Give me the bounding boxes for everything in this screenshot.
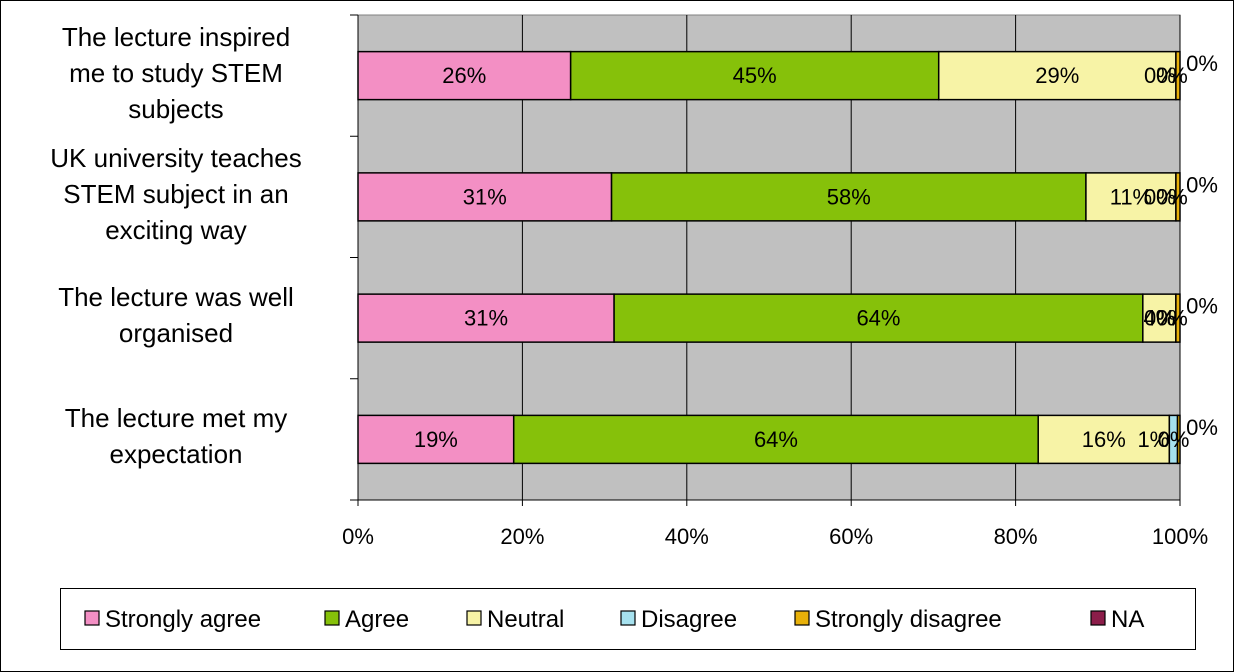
data-label: 0% [1156,184,1188,209]
bar-segment [569,50,940,101]
category-label: The lecture met my expectation [12,400,340,472]
data-label: 31% [464,306,508,331]
bar-segment [937,50,1177,101]
data-label: 0% [1186,51,1218,76]
data-label: 1% [1137,427,1169,452]
category-label-line: The lecture inspired [61,21,291,52]
x-tick-label: 40% [665,524,709,549]
legend-swatch [466,610,482,626]
data-label: 0% [1186,172,1218,197]
data-label: 4% [1143,306,1175,331]
category-label-line: UK university teaches [50,142,302,173]
legend-swatch [1090,610,1106,626]
legend-label: Disagree [641,606,737,633]
data-label: 0% [1144,184,1176,209]
data-label: 11% [1110,184,1152,209]
bar-segment [1142,293,1177,343]
legend-label: NA [1111,606,1144,633]
bar-segment [613,293,1144,343]
bar-segment [357,172,613,222]
bar-segment [512,414,1039,465]
data-label: 16% [1082,427,1126,452]
x-tick-label: 100% [1152,524,1208,549]
legend-swatch [84,610,100,626]
bar-segment [357,414,515,465]
category-label-line: The lecture was well [58,282,294,313]
data-label: 0% [1156,306,1188,331]
data-label: 29% [1035,63,1079,88]
legend: Strongly agree Agree Neutral Disagree Strong… [60,588,1196,650]
category-label-line: STEM subject in an [63,178,289,209]
data-label: 31% [463,184,507,209]
category-label-line: me to study STEM [69,57,283,88]
x-tick-label: 0% [342,524,374,549]
bar-segment [357,50,572,101]
data-label: 0% [1156,63,1188,88]
legend-label: Strongly agree [105,606,261,633]
category-label-line: expectation [109,439,243,470]
bar-segment [1175,172,1181,222]
bar-segment [357,293,615,343]
legend-label: Agree [345,606,409,633]
legend-label: Strongly disagree [815,606,1002,633]
data-label: 0% [1158,427,1190,452]
category-label: UK university teaches STEM subject in an e… [12,140,340,248]
bar-segment [1176,414,1181,465]
data-label: 19% [414,427,458,452]
legend-swatch [620,610,636,626]
x-tick-label: 80% [994,524,1038,549]
data-label: 64% [754,427,798,452]
legend-items: Strongly agree Agree Neutral Disagree Strong… [84,606,1144,633]
legend-swatch [794,610,810,626]
data-label: 45% [733,63,777,88]
x-tick-label: 20% [500,524,544,549]
category-label-line: exciting way [105,214,247,245]
category-label-line: subjects [128,93,224,124]
bar-segment [1175,293,1181,343]
category-label-line: The lecture met my [64,403,288,434]
x-tick-label: 60% [829,524,873,549]
category-label: The lecture was well organised [12,279,340,351]
data-label: 0% [1144,306,1176,331]
legend-swatch [324,610,340,626]
category-label-line: organised [118,318,234,349]
data-label: 0% [1186,294,1218,319]
data-label: 26% [442,63,486,88]
data-label: 0% [1144,63,1176,88]
data-label: 64% [856,306,900,331]
bar-segment [1175,50,1181,101]
data-label: 58% [827,184,871,209]
category-label: The lecture inspired me to study STEM subj… [12,19,340,127]
bar-segment [610,172,1087,222]
bar-segment [1037,414,1171,465]
data-label: 0% [1186,415,1218,440]
legend-label: Neutral [487,606,564,633]
